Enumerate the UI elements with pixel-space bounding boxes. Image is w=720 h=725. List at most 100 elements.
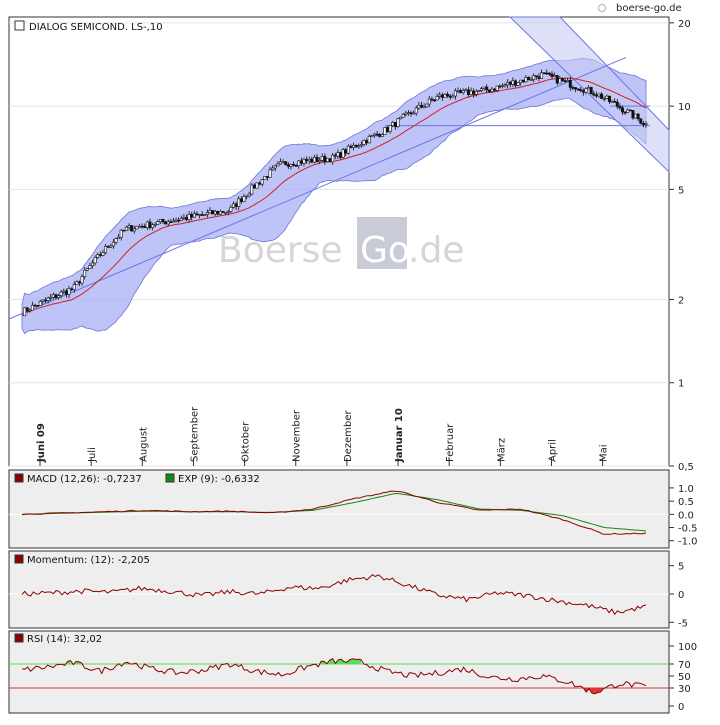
candle-body: [251, 185, 253, 194]
candle-body: [97, 254, 99, 257]
candle-body: [271, 168, 273, 170]
candle-body: [381, 135, 383, 137]
candle-body: [452, 96, 454, 97]
candle-body: [191, 214, 193, 217]
candle-body: [486, 87, 488, 90]
candle-body: [493, 89, 495, 90]
candle-body: [104, 246, 106, 252]
price-y-tick-label: 0,5: [678, 462, 694, 473]
candle-body: [580, 90, 582, 91]
signal-legend-swatch: [166, 474, 174, 482]
candle-body: [68, 289, 70, 295]
candle-body: [499, 86, 501, 87]
candle-body: [26, 308, 28, 311]
candle-body: [642, 123, 644, 124]
candle-body: [472, 91, 474, 94]
candle-body: [334, 155, 336, 156]
candle-body: [204, 215, 206, 216]
candle-body: [318, 160, 320, 161]
candle-body: [172, 221, 174, 222]
rsi-panel-frame: [9, 631, 669, 713]
candle-body: [621, 108, 623, 112]
candle-body: [431, 99, 433, 100]
candle-body: [352, 145, 354, 147]
candle-body: [606, 96, 608, 98]
candle-body: [300, 161, 302, 164]
candle-body: [386, 128, 388, 132]
candle-body: [183, 217, 185, 218]
candle-body: [345, 150, 347, 154]
candle-body: [355, 145, 357, 147]
candle-body: [243, 197, 245, 202]
y-tick-label: -5: [678, 618, 688, 629]
candle-body: [55, 295, 57, 298]
candle-body: [232, 204, 234, 207]
candle-body: [423, 107, 425, 108]
month-label: Mai: [599, 444, 610, 462]
candle-body: [227, 211, 229, 212]
candle-body: [339, 153, 341, 158]
candle-body: [180, 218, 182, 220]
candle-body: [384, 128, 386, 135]
candle-body: [483, 87, 485, 89]
candle-body: [290, 164, 292, 166]
candle-body: [517, 83, 519, 86]
candle-body: [587, 87, 589, 88]
candle-body: [559, 79, 561, 83]
candle-body: [298, 161, 300, 166]
candle-body: [546, 73, 548, 74]
month-label: November: [292, 409, 303, 462]
candle-body: [392, 122, 394, 125]
candle-body: [175, 220, 177, 221]
candle-body: [420, 105, 422, 107]
candle-body: [572, 87, 574, 88]
candle-body: [634, 114, 636, 118]
candle-body: [214, 211, 216, 214]
candle-body: [164, 222, 166, 224]
candle-body: [358, 146, 360, 147]
price-y-tick-label: 5: [678, 185, 684, 196]
candle-body: [282, 162, 284, 163]
candle-body: [405, 113, 407, 114]
candle-body: [624, 112, 626, 113]
price-y-tick-label: 20: [678, 19, 691, 30]
candle-body: [373, 134, 375, 135]
candle-body: [78, 282, 80, 283]
month-label: Februar: [445, 423, 456, 462]
candle-body: [441, 95, 443, 97]
candle-body: [585, 89, 587, 92]
candle-body: [149, 222, 151, 228]
y-tick-label: -0.5: [678, 524, 698, 535]
candle-body: [619, 106, 621, 107]
candle-body: [264, 176, 266, 179]
macd-legend-swatch: [15, 474, 23, 482]
y-tick-label: 30: [678, 684, 691, 695]
candle-body: [530, 79, 532, 80]
candle-body: [522, 80, 524, 82]
candle-body: [230, 207, 232, 211]
candle-body: [89, 266, 91, 269]
candle-body: [65, 291, 67, 295]
candle-body: [593, 94, 595, 95]
candle-body: [86, 269, 88, 271]
candle-body: [123, 230, 125, 231]
price-y-tick-label: 10: [678, 102, 691, 113]
candle-body: [595, 95, 597, 96]
candle-body: [70, 289, 72, 290]
candle-body: [324, 156, 326, 161]
candle-body: [162, 219, 164, 221]
candle-body: [389, 126, 391, 132]
candle-body: [206, 213, 208, 215]
candle-body: [548, 73, 550, 74]
signal-legend: EXP (9): -0,6332: [178, 474, 260, 485]
copyright-icon: [599, 5, 606, 12]
candle-body: [245, 196, 247, 197]
candle-body: [154, 225, 156, 226]
candle-body: [151, 225, 153, 228]
candle-body: [133, 229, 135, 231]
candle-body: [402, 114, 404, 117]
candle-body: [371, 136, 373, 137]
month-label: September: [189, 406, 200, 462]
price-y-tick-label: 1: [678, 379, 684, 390]
